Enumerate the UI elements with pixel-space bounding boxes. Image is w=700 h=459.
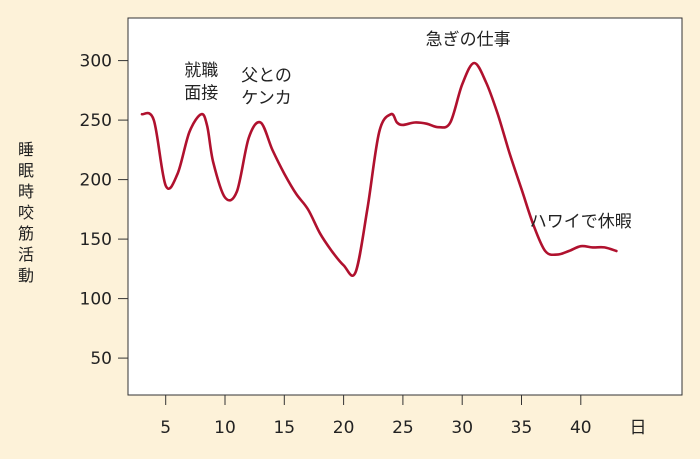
- x-axis-ticks: 5 10 15 20 25 30 35 40: [160, 395, 592, 438]
- annotation-label: 面接: [184, 84, 218, 104]
- annotation-label: 就職: [184, 61, 218, 81]
- annotation-label: 急ぎの仕事: [426, 30, 511, 50]
- y-tick-label: 50: [90, 349, 112, 369]
- y-axis-label-char: 眠: [18, 161, 34, 180]
- y-axis-ticks: 50 100 150 200 250 300: [80, 52, 128, 369]
- y-tick-label: 200: [80, 171, 112, 191]
- x-tick-label: 35: [511, 418, 533, 438]
- x-tick-label: 25: [392, 418, 414, 438]
- annotation-label: 父との: [241, 66, 292, 86]
- annotation-label: ケンカ: [241, 88, 292, 108]
- series-line: [140, 61, 618, 278]
- y-axis-label-char: 時: [18, 182, 34, 201]
- y-axis-label-char: 筋: [18, 224, 34, 243]
- x-tick-label: 5: [160, 418, 171, 438]
- x-tick-label: 10: [214, 418, 236, 438]
- x-tick-label: 30: [451, 418, 473, 438]
- x-axis-unit-label: 日: [630, 418, 647, 438]
- y-axis-label-char: 動: [18, 266, 34, 285]
- y-axis-label-char: 睡: [18, 140, 34, 159]
- y-axis-label-char: 活: [18, 245, 34, 264]
- x-tick-label: 15: [273, 418, 295, 438]
- y-tick-label: 150: [80, 230, 112, 250]
- x-tick-label: 20: [333, 418, 355, 438]
- y-tick-label: 250: [80, 111, 112, 131]
- y-tick-label: 300: [80, 52, 112, 72]
- x-tick-label: 40: [570, 418, 592, 438]
- y-axis-label-char: 咬: [18, 203, 34, 222]
- annotation-label: ハワイで休暇: [530, 212, 632, 232]
- y-tick-label: 100: [80, 290, 112, 310]
- plot-area: [127, 17, 683, 396]
